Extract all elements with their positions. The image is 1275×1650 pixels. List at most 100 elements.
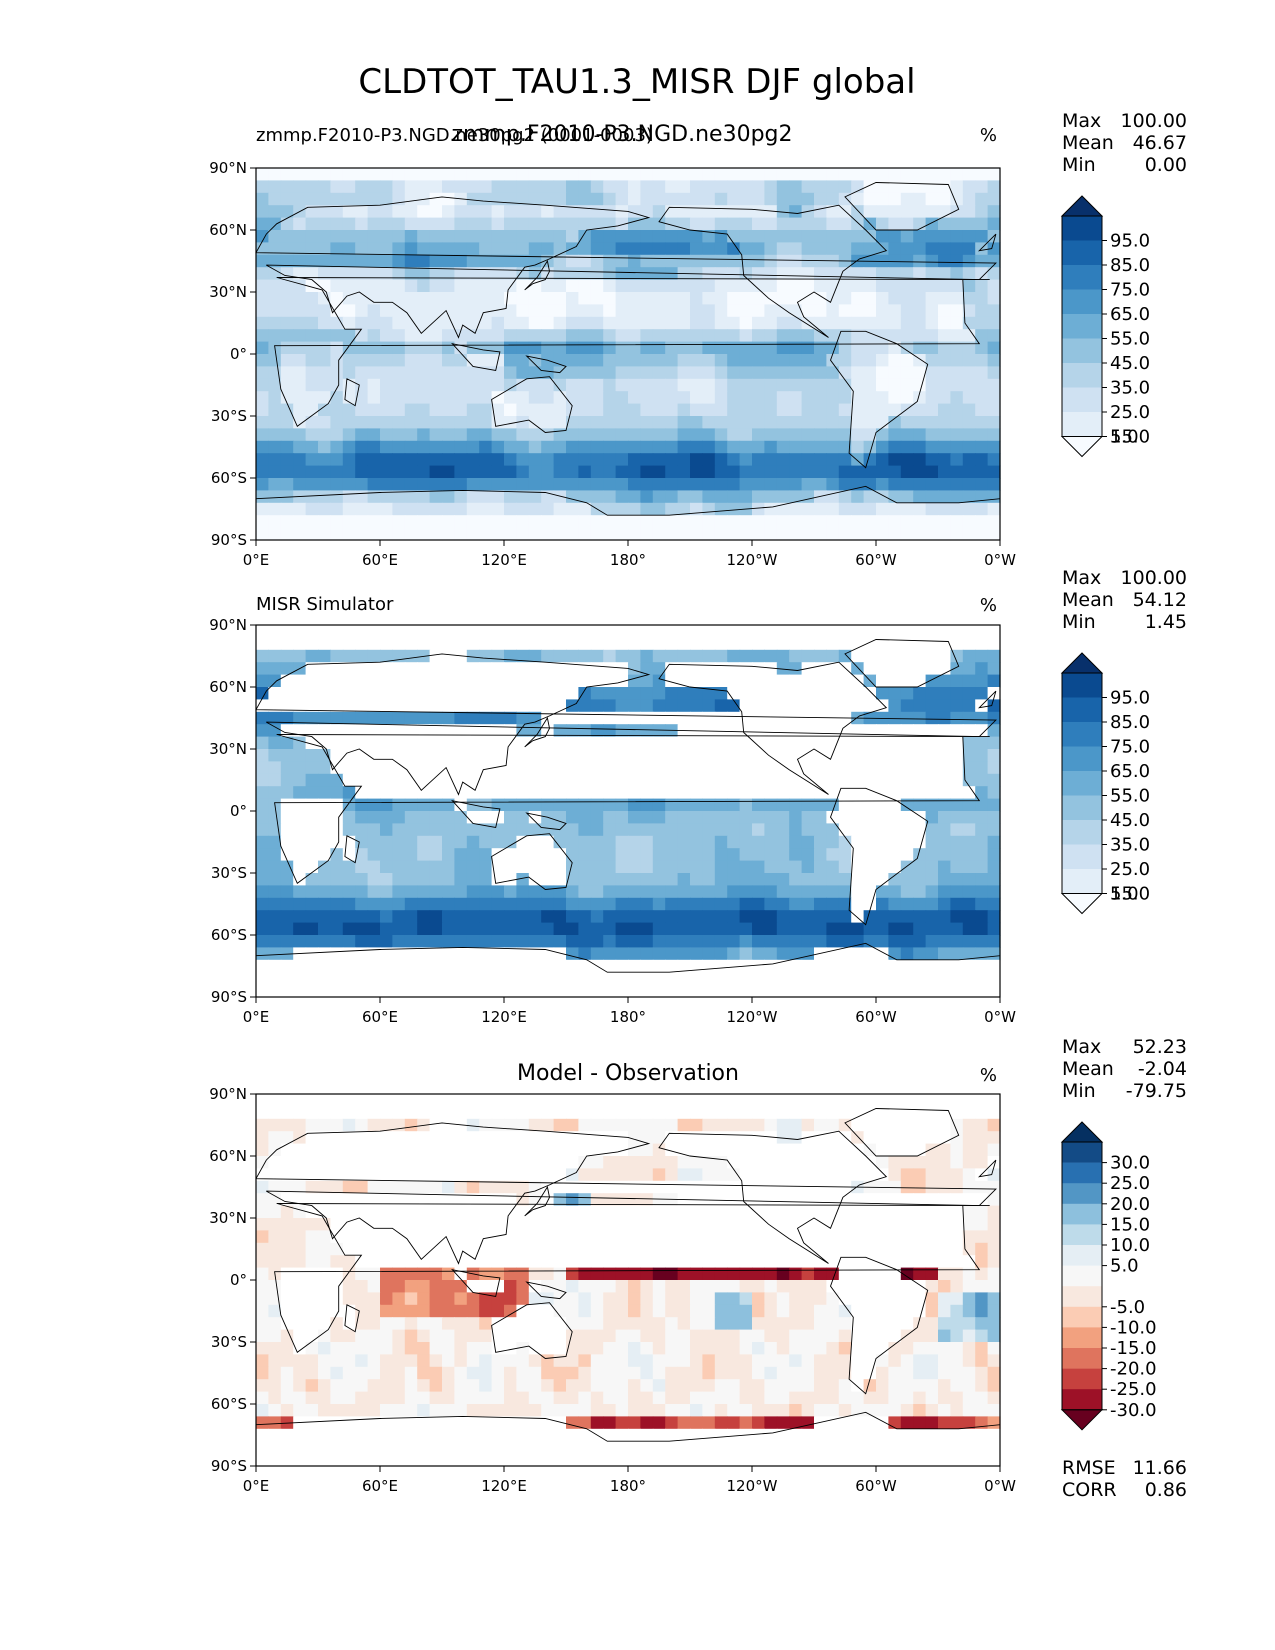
grid-cell (838, 1255, 852, 1269)
grid-cell (801, 811, 815, 824)
grid-cell (603, 674, 617, 688)
grid-cell (318, 835, 331, 849)
grid-cell (888, 674, 902, 688)
grid-cell (479, 1242, 493, 1256)
grid-cell (404, 292, 418, 305)
grid-cell (975, 366, 989, 380)
grid-cell (429, 699, 443, 713)
grid-cell (342, 984, 356, 998)
grid-cell (466, 1329, 480, 1343)
grid-cell (566, 217, 579, 231)
grid-cell (603, 329, 617, 343)
grid-cell (256, 242, 269, 256)
grid-cell (417, 860, 431, 874)
grid-cell (876, 972, 889, 986)
grid-cell (789, 1218, 803, 1231)
coastline (255, 639, 1001, 998)
grid-cell (355, 329, 369, 343)
grid-cell (913, 897, 927, 911)
panel-left-title: zmmp.F2010-P3.NGD.ne30pg2 (0001-0003) (256, 125, 653, 146)
grid-cell (764, 527, 778, 541)
grid-cell (838, 478, 852, 491)
grid-cell (528, 848, 542, 862)
y-tick-label: 60°S (211, 926, 247, 944)
grid-cell (318, 1255, 331, 1269)
grid-cell (652, 736, 666, 750)
grid-cell (652, 1168, 666, 1182)
grid-cell (776, 1131, 790, 1145)
grid-cell (491, 984, 505, 998)
grid-cell (466, 453, 480, 467)
grid-cell (342, 502, 356, 516)
grid-cell (727, 1131, 741, 1145)
grid-cell (776, 699, 790, 713)
grid-cell (863, 1317, 877, 1331)
grid-cell (541, 1106, 555, 1120)
grid-cell (293, 329, 307, 343)
grid-cell (925, 922, 939, 936)
grid-cell (417, 1180, 431, 1194)
grid-cell (776, 786, 790, 800)
colorbar-extend-min (1060, 893, 1104, 915)
grid-cell (516, 205, 530, 219)
grid-cell (454, 811, 468, 824)
grid-cell (764, 205, 778, 219)
grid-cell (268, 1255, 282, 1269)
grid-cell (652, 935, 666, 948)
grid-cell (417, 502, 431, 516)
grid-cell (367, 453, 381, 467)
grid-cell (950, 416, 964, 429)
grid-cell (863, 242, 877, 256)
grid-cell (553, 687, 567, 700)
y-tick-label: 90°N (209, 159, 247, 177)
grid-cell (603, 304, 617, 318)
grid-cell (491, 180, 505, 194)
grid-cell (801, 625, 815, 638)
grid-cell (975, 1131, 989, 1145)
grid-cell (318, 527, 331, 541)
grid-cell (727, 440, 741, 454)
grid-cell (305, 205, 319, 219)
grid-cell (603, 947, 617, 961)
grid-cell (950, 1280, 964, 1293)
grid-cell (665, 391, 679, 405)
grid-cell (925, 168, 939, 181)
grid-cell (913, 1106, 927, 1120)
grid-cell (950, 1317, 964, 1331)
grid-cell (578, 699, 592, 713)
grid-cell (578, 848, 592, 862)
grid-cell (851, 1131, 865, 1145)
grid-cell (690, 453, 703, 467)
grid-cell (590, 674, 604, 688)
grid-cell (454, 279, 468, 293)
grid-cell (727, 637, 741, 651)
grid-cell (938, 1317, 951, 1331)
grid-cell (466, 773, 480, 787)
grid-cell (293, 1267, 307, 1281)
grid-cell (838, 699, 852, 713)
grid-cell (305, 254, 319, 268)
grid-cell (342, 1168, 356, 1182)
grid-cell (900, 453, 914, 467)
grid-cell (578, 478, 592, 491)
grid-cell (330, 354, 344, 367)
grid-cell (690, 749, 703, 762)
grid-cell (268, 279, 282, 293)
grid-cell (417, 1218, 431, 1231)
grid-cell (900, 984, 914, 998)
grid-cell (603, 403, 617, 417)
grid-cell (652, 1292, 666, 1306)
grid-cell (528, 1329, 542, 1343)
grid-cell (826, 1280, 840, 1293)
grid-cell (876, 168, 889, 181)
grid-cell (342, 527, 356, 541)
grid-cell (280, 724, 294, 738)
grid-cell (714, 502, 728, 516)
coastline-outline (344, 378, 360, 407)
grid-cell (590, 1218, 604, 1231)
grid-cell (404, 1255, 418, 1269)
grid-cell (851, 687, 865, 700)
grid-cell (801, 168, 815, 181)
grid-cell (938, 292, 951, 305)
grid-cell (665, 1218, 679, 1231)
